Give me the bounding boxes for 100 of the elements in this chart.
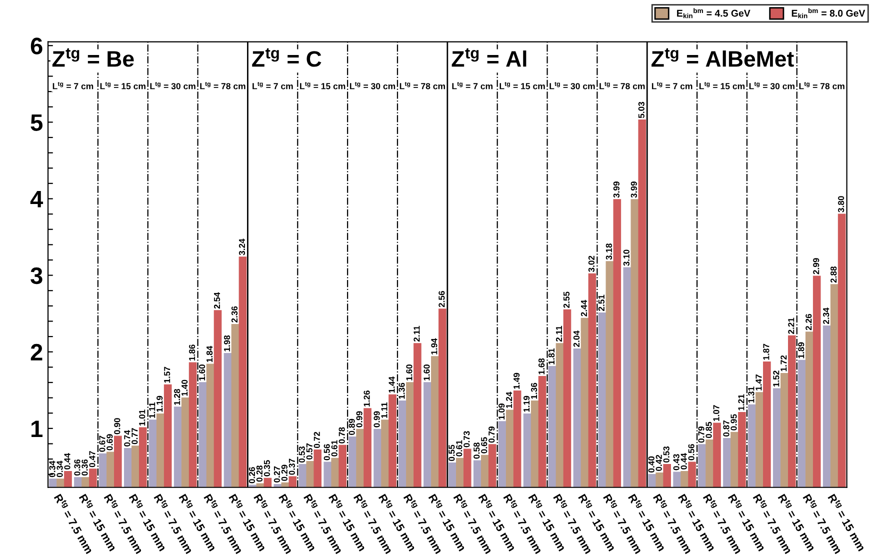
annotation: L$^{tg}$ = 30 cm — [550, 82, 595, 90]
data-label: 0.85 — [706, 422, 712, 438]
data-label: 2.88 — [830, 266, 837, 283]
y-tick-label: 2 — [30, 344, 42, 360]
data-label: 2.34 — [823, 308, 830, 324]
data-label: 1.89 — [798, 342, 804, 358]
annotation: L$^{tg}$ = 30 cm — [150, 82, 196, 90]
data-label: 1.40 — [182, 380, 188, 396]
data-label: 0.34 — [49, 460, 56, 478]
annotation: L$^{tg}$ = 7 cm — [252, 82, 293, 90]
data-label: 0.72 — [314, 432, 320, 448]
data-label: 1.28 — [174, 388, 180, 405]
data-label: 1.11 — [149, 402, 156, 418]
data-label: 1.52 — [773, 370, 780, 387]
annotation: Z$^{tg}$ = Be — [52, 48, 134, 67]
data-label: 1.26 — [364, 390, 370, 406]
annotation: L$^{tg}$ = 15 cm — [699, 82, 745, 90]
data-label: 1.44 — [388, 376, 395, 393]
data-label: 1.47 — [756, 374, 762, 390]
data-label: 0.95 — [730, 414, 737, 430]
data-label: 1.84 — [206, 346, 213, 362]
data-label: 0.53 — [298, 446, 305, 463]
y-tick-label: 1 — [32, 420, 42, 437]
data-label: 0.28 — [256, 466, 263, 482]
data-label: 3.24 — [238, 238, 246, 256]
data-label: 0.99 — [356, 411, 362, 428]
annotation: Z$^{tg}$ = AlBeMet — [652, 48, 794, 67]
data-label: 0.69 — [106, 434, 113, 450]
data-label: 1.31 — [748, 386, 754, 403]
data-label: 2.55 — [563, 292, 570, 308]
data-label: 3.99 — [630, 182, 637, 198]
data-label: 2.99 — [813, 258, 820, 274]
data-label: 0.35 — [264, 460, 270, 476]
data-label: 0.53 — [663, 446, 670, 463]
data-label: 2.51 — [598, 294, 604, 311]
data-label: 0.34 — [56, 460, 63, 478]
data-label: 0.58 — [474, 442, 480, 459]
data-label: 1.07 — [713, 405, 720, 421]
data-label: 1.36 — [398, 382, 405, 399]
data-label: 0.99 — [374, 411, 380, 428]
data-label: 1.60 — [406, 364, 412, 380]
data-label: 1.94 — [431, 338, 438, 354]
data-label: 0.37 — [288, 458, 295, 475]
data-label: 0.57 — [306, 443, 312, 460]
data-label: 0.42 — [656, 454, 662, 471]
data-label: 0.79 — [698, 426, 704, 443]
data-label: 1.87 — [763, 344, 770, 360]
data-label: 0.47 — [89, 451, 96, 468]
annotation: L$^{tg}$ = 7 cm — [652, 82, 692, 90]
data-label: 0.87 — [723, 420, 730, 437]
legend-label: E$_{kin}$$^{bm}$ = 8.0 GeV — [792, 8, 866, 18]
data-label: 2.54 — [214, 292, 220, 309]
data-label: 1.01 — [139, 410, 146, 426]
annotation: L$^{tg}$ = 7 cm — [452, 82, 492, 90]
annotation: L$^{tg}$ = 78 cm — [799, 82, 844, 90]
data-label: 0.61 — [331, 440, 338, 456]
data-label: 0.43 — [673, 454, 680, 470]
annotation: L$^{tg}$ = 78 cm — [400, 82, 445, 90]
data-label: 0.61 — [456, 440, 462, 456]
data-label: 2.11 — [414, 326, 420, 342]
y-tick-label: 3 — [30, 267, 42, 284]
data-label: 0.26 — [248, 467, 256, 484]
data-label: 1.36 — [530, 382, 538, 399]
y-tick-label: 4 — [30, 191, 44, 208]
data-label: 3.18 — [606, 243, 612, 260]
data-label: 0.36 — [74, 459, 80, 476]
data-label: 1.98 — [224, 335, 230, 352]
data-label: 0.29 — [281, 464, 288, 481]
data-label: 0.67 — [99, 436, 106, 452]
data-label: 1.81 — [548, 348, 555, 364]
data-label: 2.44 — [580, 300, 587, 316]
data-label: 1.86 — [189, 344, 196, 361]
data-label: 2.36 — [231, 306, 238, 322]
data-label: 1.60 — [424, 364, 430, 380]
data-label: 0.73 — [464, 431, 470, 448]
annotation: Z$^{tg}$ = C — [252, 48, 322, 67]
annotation: L$^{tg}$ = 15 cm — [100, 82, 146, 90]
data-label: 0.78 — [338, 427, 345, 444]
data-label: 1.49 — [514, 372, 520, 389]
data-label: 0.56 — [324, 444, 330, 460]
annotation: L$^{tg}$ = 15 cm — [300, 82, 346, 90]
data-label: 3.80 — [838, 196, 844, 212]
annotation: L$^{tg}$ = 78 cm — [600, 82, 645, 90]
data-label: 0.74 — [124, 430, 130, 446]
annotation: L$^{tg}$ = 30 cm — [749, 82, 794, 90]
data-label: 2.56 — [438, 291, 445, 308]
data-label: 1.72 — [780, 355, 787, 372]
data-label: 0.44 — [680, 453, 687, 470]
y-tick-label: 5 — [30, 114, 42, 131]
data-label: 2.04 — [573, 330, 580, 347]
data-label: 0.77 — [132, 428, 138, 444]
annotation: L$^{tg}$ = 78 cm — [200, 82, 246, 90]
data-label: 0.65 — [481, 437, 488, 454]
data-label: 1.09 — [498, 404, 505, 420]
annotation: L$^{tg}$ = 30 cm — [350, 82, 396, 90]
legend-label: E$_{kin}$$^{bm}$ = 4.5 GeV — [677, 8, 750, 18]
annotation: Z$^{tg}$ = Al — [452, 48, 526, 67]
data-label: 0.79 — [488, 426, 495, 443]
data-label: 2.11 — [556, 326, 562, 342]
data-label: 0.56 — [688, 444, 694, 460]
